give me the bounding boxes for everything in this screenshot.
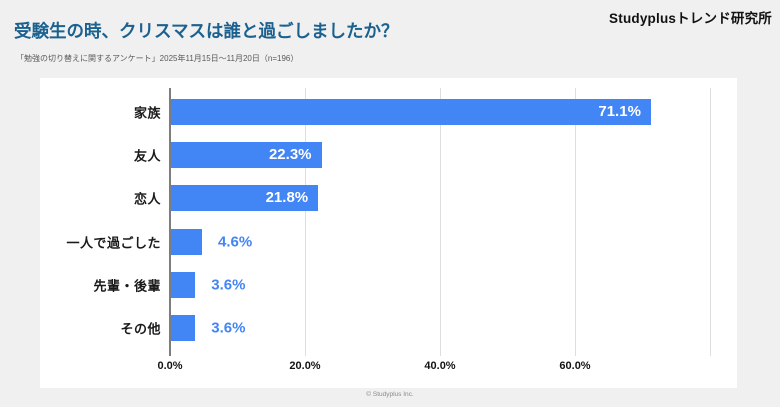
category-label: 恋人 (133, 191, 161, 207)
chart-title: 受験生の時、クリスマスは誰と過ごしましたか？ (14, 21, 399, 41)
gridline-80 (709, 88, 711, 356)
bar-row: 家族 71.1% (40, 90, 737, 133)
category-label: 家族 (133, 105, 161, 121)
bar-row: 友人 22.3% (40, 133, 737, 176)
value-label: 21.8% (265, 189, 309, 207)
bar-row: 一人で過ごした 4.6% (40, 220, 737, 263)
value-label: 3.6% (211, 319, 246, 337)
value-label: 22.3% (268, 145, 312, 163)
category-label: 友人 (133, 148, 161, 164)
x-tick-label: 0.0% (157, 360, 183, 372)
gridline-60 (574, 88, 576, 356)
bar: 22.3% (171, 141, 322, 168)
bar (171, 315, 196, 342)
x-tick-label: 60.0% (559, 360, 591, 372)
value-label: 3.6% (211, 276, 246, 294)
x-tick-label: 40.0% (424, 360, 456, 372)
bar-row: その他 3.6% (40, 307, 737, 350)
copyright-text: © Studyplus Inc. (366, 391, 414, 398)
bar: 71.1% (171, 98, 651, 125)
chart-panel: 家族 71.1% 友人 22.3% 恋人 21.8% 一人で過ごした 4.6% 先輩・後輩 3.6… (40, 78, 737, 388)
category-label: 一人で過ごした (66, 235, 161, 251)
bar (171, 271, 196, 298)
bar: 21.8% (171, 185, 319, 212)
bar (171, 228, 203, 255)
bar-rows: 家族 71.1% 友人 22.3% 恋人 21.8% 一人で過ごした 4.6% 先輩・後輩 3.6… (40, 90, 737, 350)
value-label: 4.6% (218, 233, 253, 251)
x-tick-label: 20.0% (289, 360, 321, 372)
gridline-40 (439, 88, 441, 356)
category-label: 先輩・後輩 (93, 278, 161, 294)
survey-source-note: 「勉強の切り替えに関するアンケート」2025年11月15日～11月20日（n=1… (16, 54, 299, 63)
category-label: その他 (120, 321, 161, 337)
value-label: 71.1% (598, 102, 641, 120)
gridline-20 (304, 88, 306, 356)
bar-row: 先輩・後輩 3.6% (40, 263, 737, 306)
studyplus-logo: Studyplusトレンド研究所 (609, 11, 772, 26)
y-axis-line (169, 88, 171, 356)
bar-row: 恋人 21.8% (40, 177, 737, 220)
